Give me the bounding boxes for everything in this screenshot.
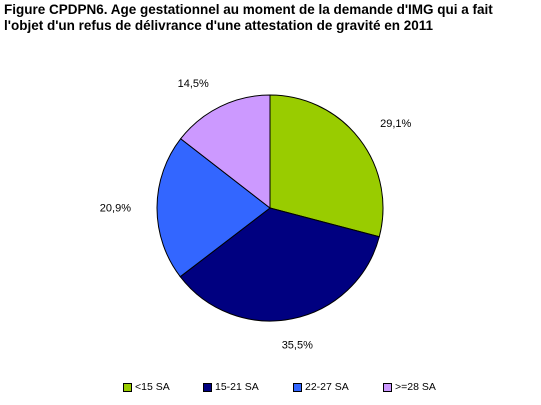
legend-label-gte28: >=28 SA: [395, 381, 436, 393]
chart-title: Figure CPDPN6. Age gestationnel au momen…: [4, 2, 534, 34]
legend-item-22-27: 22-27 SA: [293, 380, 349, 394]
legend-label-lt15: <15 SA: [135, 381, 170, 393]
slice-label-lt15: 29,1%: [380, 118, 411, 130]
legend-label-22-27: 22-27 SA: [305, 381, 349, 393]
pie-slice-15-21: [179, 207, 380, 322]
pie-slice-gte28: [180, 94, 271, 210]
legend-swatch-lt15: [123, 382, 132, 392]
legend: <15 SA 15-21 SA 22-27 SA >=28 SA: [0, 380, 541, 396]
slice-label-gte28: 14,5%: [178, 78, 209, 90]
legend-swatch-gte28: [383, 382, 392, 392]
legend-item-gte28: >=28 SA: [383, 380, 436, 394]
chart-title-line-1: Figure CPDPN6. Age gestationnel au momen…: [4, 2, 493, 17]
legend-swatch-15-21: [203, 382, 212, 392]
slice-label-15-21: 35,5%: [282, 339, 313, 351]
pie-slice-labels: 29,1% 35,5% 20,9% 14,5%: [100, 78, 412, 351]
legend-label-15-21: 15-21 SA: [215, 381, 259, 393]
pie-slice-22-27: [156, 138, 271, 278]
legend-item-lt15: <15 SA: [123, 380, 170, 394]
legend-item-15-21: 15-21 SA: [203, 380, 259, 394]
pie-slice-lt15: [269, 94, 384, 238]
pie-slices: [156, 94, 384, 322]
legend-swatch-22-27: [293, 382, 302, 392]
chart-title-line-2: l'objet d'un refus de délivrance d'une a…: [4, 18, 434, 33]
slice-label-22-27: 20,9%: [100, 203, 131, 215]
